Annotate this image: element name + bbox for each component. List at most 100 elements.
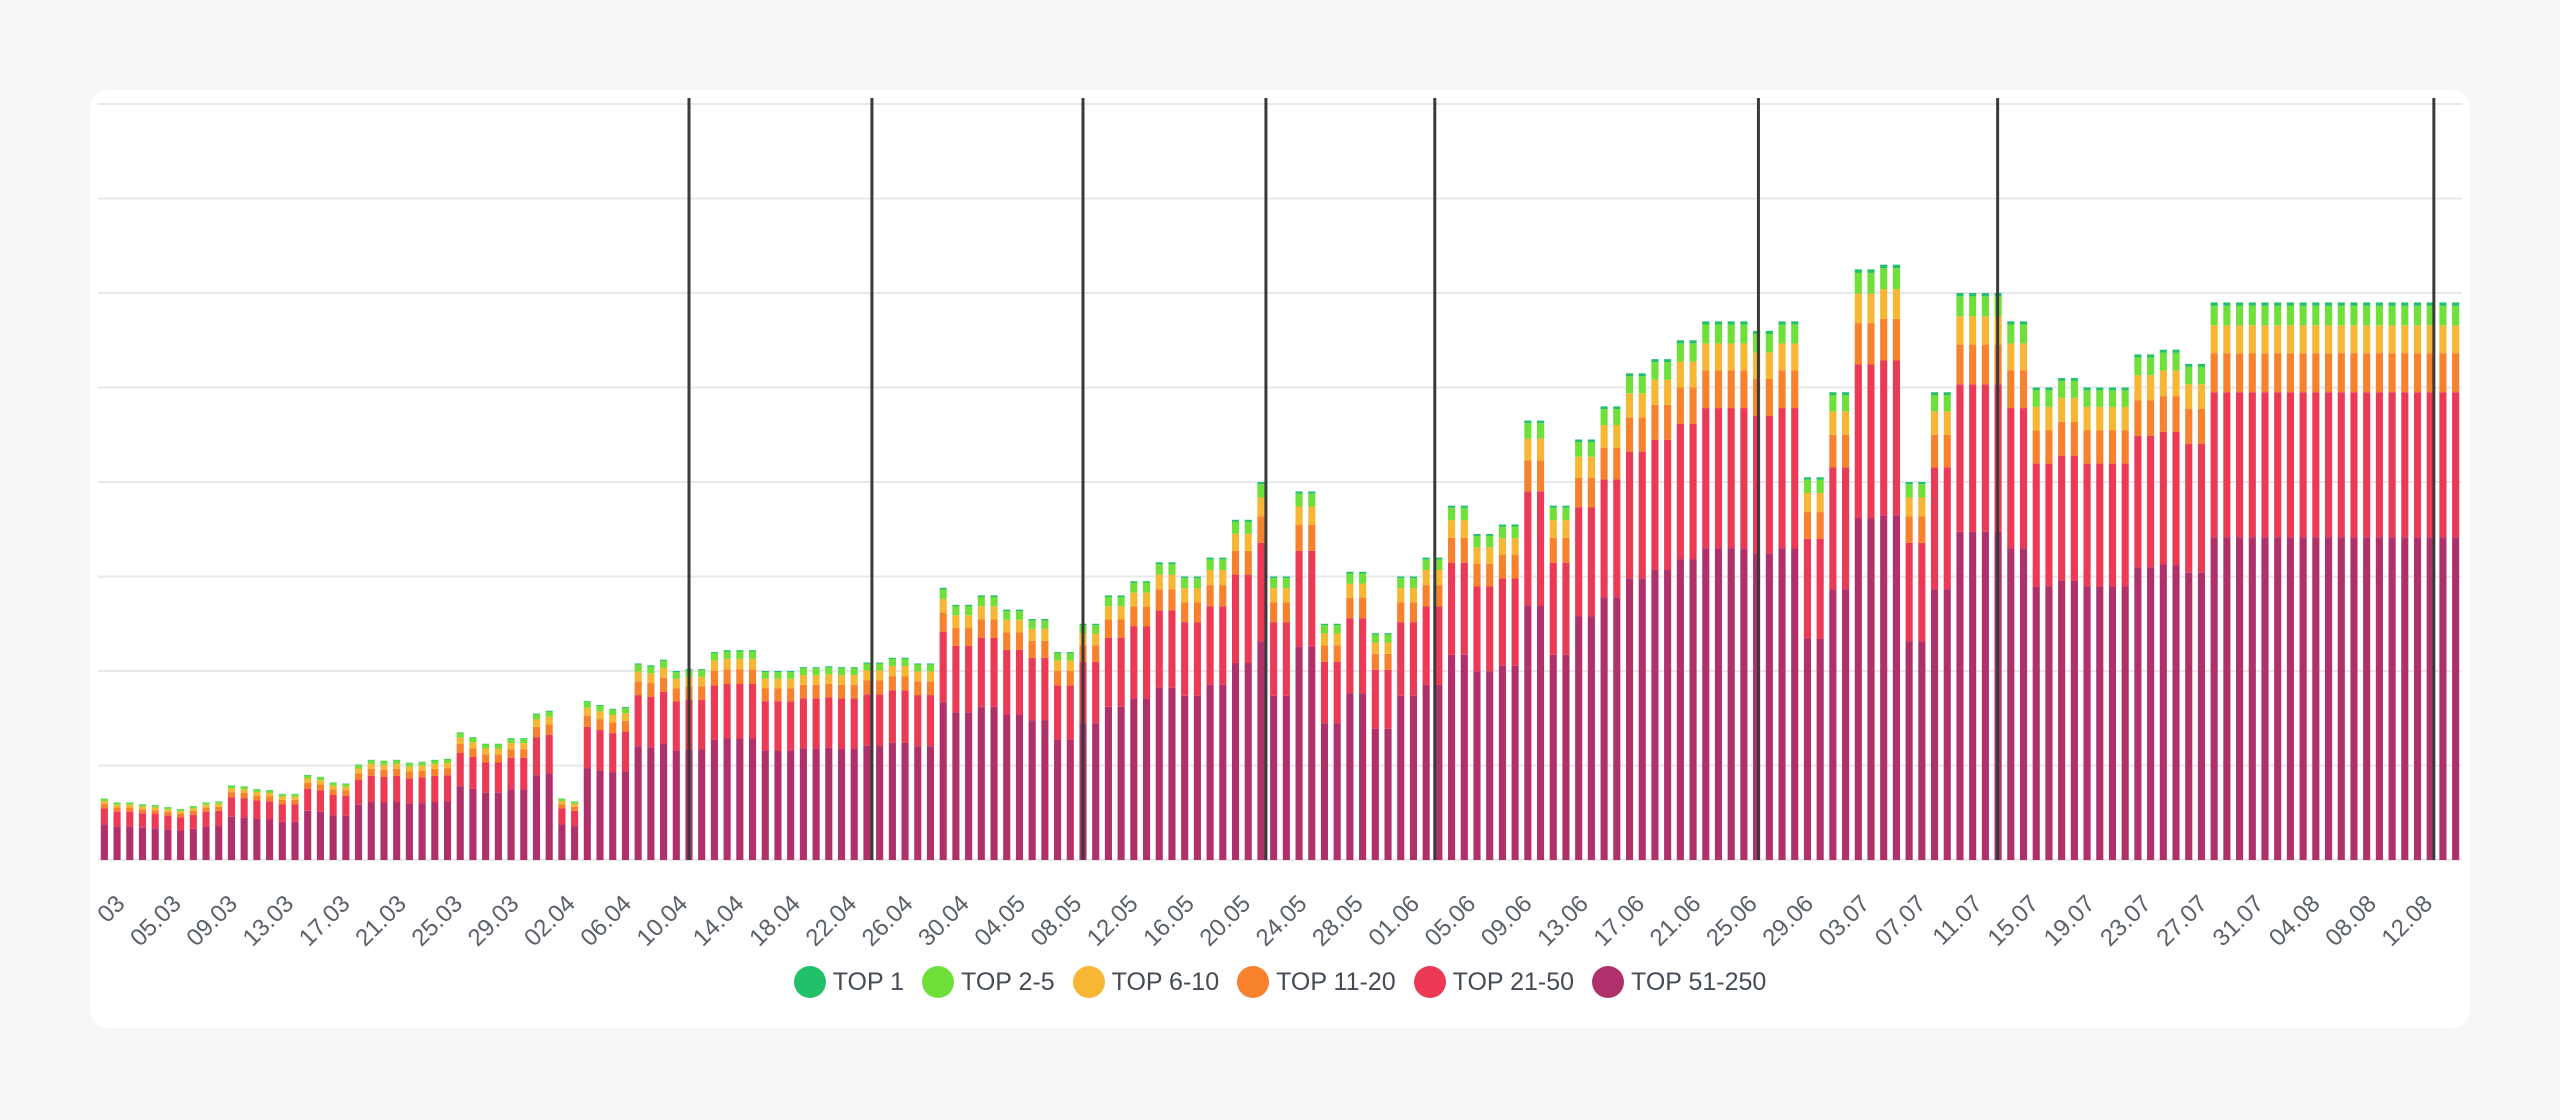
- legend-item[interactable]: TOP 11-20: [1237, 966, 1396, 998]
- bar-segment: [1549, 654, 1557, 860]
- bar-segment: [1193, 602, 1201, 623]
- bar-segment: [1829, 395, 1837, 412]
- bar-segment: [1638, 376, 1646, 394]
- legend-item[interactable]: TOP 2-5: [922, 966, 1055, 998]
- bar-segment: [456, 737, 464, 745]
- bar-segment: [1765, 333, 1773, 353]
- bar-segment: [1867, 364, 1875, 519]
- bar-segment: [1206, 585, 1214, 607]
- bar-segment: [596, 770, 604, 860]
- bar-segment: [532, 775, 541, 860]
- bar-segment: [1320, 623, 1329, 626]
- bar-segment: [647, 665, 655, 667]
- bar-segment: [2083, 390, 2091, 407]
- bar-segment: [1117, 606, 1125, 620]
- bar-segment: [2337, 537, 2345, 860]
- bar-segment: [507, 757, 515, 790]
- bar-segment: [1409, 578, 1418, 589]
- bar-segment: [1270, 602, 1278, 623]
- bar-segment: [2452, 353, 2460, 393]
- bar-segment: [1384, 634, 1392, 643]
- bar-segment: [1193, 622, 1201, 696]
- bar-segment: [1587, 439, 1595, 442]
- bar-segment: [1943, 589, 1951, 860]
- bar-segment: [952, 615, 960, 629]
- bar-segment: [621, 706, 630, 708]
- bar-segment: [1104, 706, 1112, 860]
- bar-segment: [2121, 406, 2129, 431]
- bar-segment: [1168, 589, 1176, 611]
- bar-segment: [1613, 406, 1621, 410]
- bar-segment: [1651, 359, 1659, 363]
- bar-segment: [837, 684, 846, 699]
- bar-segment: [2350, 392, 2358, 538]
- bar-segment: [1003, 632, 1011, 650]
- bar-segment: [1854, 323, 1862, 365]
- bar-segment: [1943, 467, 1951, 590]
- bar-segment: [1918, 516, 1926, 543]
- bar-segment: [494, 744, 502, 749]
- bar-segment: [266, 790, 274, 793]
- bar-segment: [1003, 609, 1011, 612]
- bar-segment: [723, 669, 731, 684]
- bar-segment: [1371, 642, 1379, 654]
- bar-segment: [672, 671, 680, 673]
- bar-segment: [1041, 657, 1049, 721]
- bar-segment: [583, 702, 591, 708]
- bar-segment: [1600, 406, 1608, 410]
- bar-segment: [1219, 606, 1227, 685]
- bar-segment: [1689, 423, 1697, 560]
- bar-segment: [2096, 430, 2104, 464]
- bar-segment: [2032, 406, 2040, 431]
- bar-segment: [672, 750, 680, 860]
- bar-segment: [1054, 739, 1062, 860]
- bar-segment: [202, 804, 210, 808]
- bar-segment: [710, 685, 718, 740]
- bar-segment: [1778, 324, 1786, 344]
- bar-segment: [1219, 570, 1227, 586]
- bar-segment: [2032, 586, 2040, 860]
- bar-segment: [240, 789, 248, 793]
- bar-segment: [1041, 628, 1049, 641]
- legend-item[interactable]: TOP 21-50: [1413, 966, 1574, 998]
- legend-item[interactable]: TOP 1: [793, 966, 904, 998]
- bar-segment: [596, 705, 604, 712]
- bar-segment: [113, 804, 121, 808]
- bar-segment: [2426, 392, 2434, 538]
- bar-segment: [1117, 706, 1125, 860]
- bar-segment: [1054, 653, 1062, 661]
- bar-segment: [825, 683, 833, 698]
- x-tick-label: 08.08: [2320, 890, 2382, 952]
- bar-segment: [443, 759, 452, 764]
- bar-segment: [253, 789, 261, 793]
- bar-segment: [2324, 353, 2333, 393]
- bar-segment: [723, 658, 731, 670]
- bar-segment: [1155, 589, 1163, 611]
- bar-segment: [1498, 526, 1506, 539]
- bar-segment: [2083, 430, 2091, 464]
- legend-item[interactable]: TOP 51-250: [1592, 966, 1766, 998]
- bar-segment: [1448, 654, 1456, 860]
- x-tick-label: 21.06: [1645, 890, 1707, 952]
- bar-segment: [494, 762, 502, 793]
- bar-segment: [1702, 321, 1710, 325]
- bar-segment: [253, 795, 261, 801]
- bar-segment: [2299, 537, 2307, 860]
- bar-segment: [469, 788, 477, 860]
- bar-segment: [2134, 357, 2142, 376]
- bar-segment: [1308, 506, 1316, 525]
- bar-segment: [2363, 353, 2371, 393]
- bar-segment: [151, 805, 159, 808]
- bar-segment: [736, 651, 744, 659]
- legend-item[interactable]: TOP 6-10: [1072, 966, 1219, 998]
- bar-segment: [634, 671, 642, 682]
- bar-segment: [2019, 324, 2028, 344]
- bar-segment: [1905, 516, 1913, 543]
- bar-segment: [126, 804, 134, 808]
- bar-segment: [660, 659, 668, 661]
- bar-segment: [1219, 585, 1227, 607]
- bar-segment: [2070, 421, 2078, 456]
- bar-segment: [380, 802, 388, 860]
- bar-segment: [1448, 507, 1456, 521]
- bar-segment: [1295, 646, 1303, 860]
